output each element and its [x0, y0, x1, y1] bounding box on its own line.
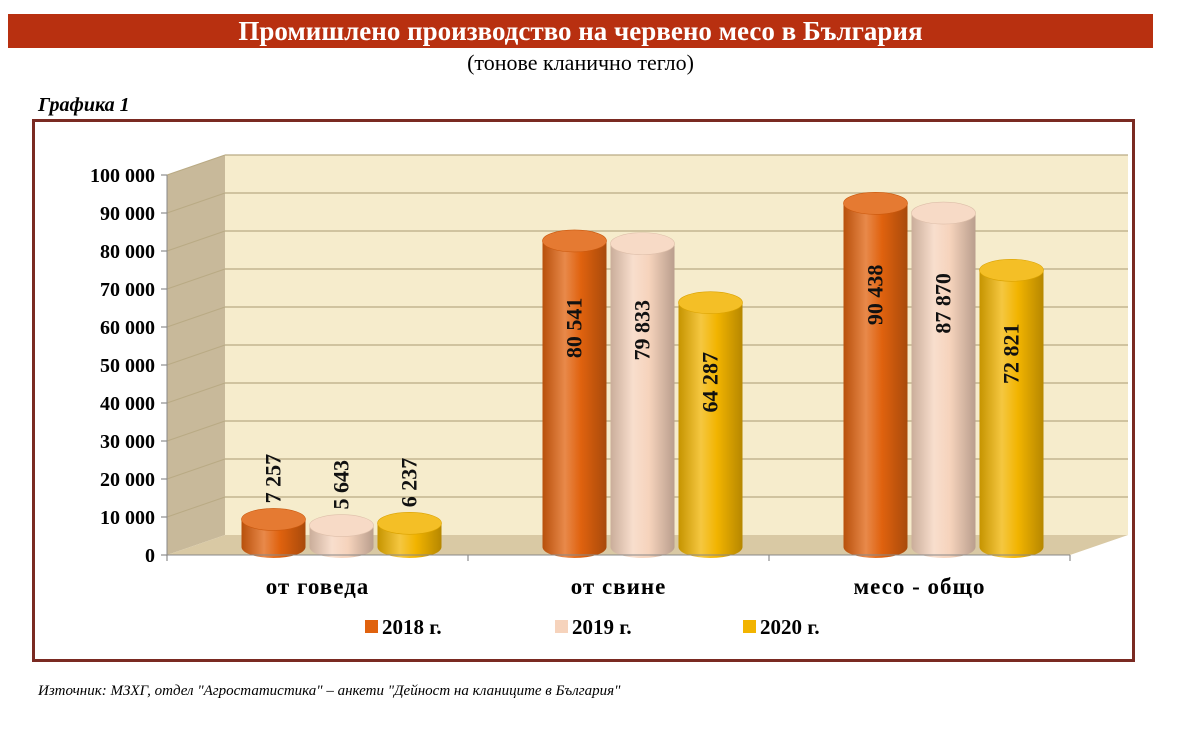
data-label: 79 833: [630, 300, 655, 361]
legend-label: 2020 г.: [760, 615, 820, 639]
gridline-side: [166, 154, 226, 176]
gridline-side: [166, 458, 226, 480]
bar-body: [542, 240, 607, 558]
data-label: 7 257: [261, 454, 286, 504]
x-category-label: от говеда: [266, 574, 370, 599]
gridline-side: [166, 306, 226, 328]
legend-swatch: [555, 620, 568, 633]
y-tick-label: 40 000: [100, 393, 155, 415]
y-tick-label: 90 000: [100, 203, 155, 225]
bar-top: [309, 514, 374, 537]
bar-top: [843, 192, 908, 215]
gridline-side: [166, 496, 226, 518]
legend-swatch: [365, 620, 378, 633]
x-category-label: месо - общо: [854, 574, 986, 599]
gridline-side: [166, 230, 226, 252]
gridline-side: [166, 268, 226, 290]
y-tick-label: 30 000: [100, 431, 155, 453]
gridline-side: [166, 344, 226, 366]
bar-top: [241, 508, 306, 531]
legend-swatch: [743, 620, 756, 633]
chart-frame: 0 10 000 20 000 30 000 40 000 50 000 60 000 70 …: [32, 119, 1135, 662]
bar-top: [911, 201, 976, 225]
y-tick-label: 100 000: [90, 165, 155, 187]
bar-body: [843, 203, 908, 558]
gridline-side: [166, 420, 226, 442]
data-label: 64 287: [698, 352, 723, 413]
y-tick-label: 60 000: [100, 317, 155, 339]
gridline-side: [166, 192, 226, 214]
chart-title: Промишлено производство на червено месо …: [8, 14, 1153, 48]
y-tick-label: 50 000: [100, 355, 155, 377]
bar-body: [678, 302, 743, 558]
y-tick-label: 70 000: [100, 279, 155, 301]
bar-body: [610, 243, 675, 559]
legend-label: 2018 г.: [382, 615, 442, 639]
graph-label: Графика 1: [38, 94, 130, 116]
data-label: 6 237: [397, 458, 422, 508]
y-tick-label: 0: [145, 545, 155, 567]
bar-top: [979, 258, 1044, 282]
y-tick-label: 10 000: [100, 507, 155, 529]
bar-top: [542, 229, 607, 253]
data-label: 80 541: [562, 298, 587, 359]
bar-chart: 0 10 000 20 000 30 000 40 000 50 000 60 000 70 …: [90, 154, 1128, 639]
source-note: Източник: МЗХГ, отдел "Агростатистика" –…: [38, 683, 621, 699]
bar-top: [610, 232, 675, 255]
gridline-side: [166, 382, 226, 404]
bar-body: [979, 270, 1044, 558]
bar-body: [911, 213, 976, 558]
data-label: 5 643: [329, 460, 354, 510]
bar-top: [678, 291, 743, 315]
data-label: 90 438: [863, 265, 888, 326]
x-category-label: от свине: [571, 574, 667, 599]
chart-subtitle: (тонове кланично тегло): [467, 50, 694, 75]
bar-top: [377, 511, 442, 535]
y-tick-label: 20 000: [100, 469, 155, 491]
data-label: 87 870: [931, 273, 956, 334]
legend-label: 2019 г.: [572, 615, 632, 639]
y-tick-label: 80 000: [100, 241, 155, 263]
data-label: 72 821: [999, 323, 1024, 384]
